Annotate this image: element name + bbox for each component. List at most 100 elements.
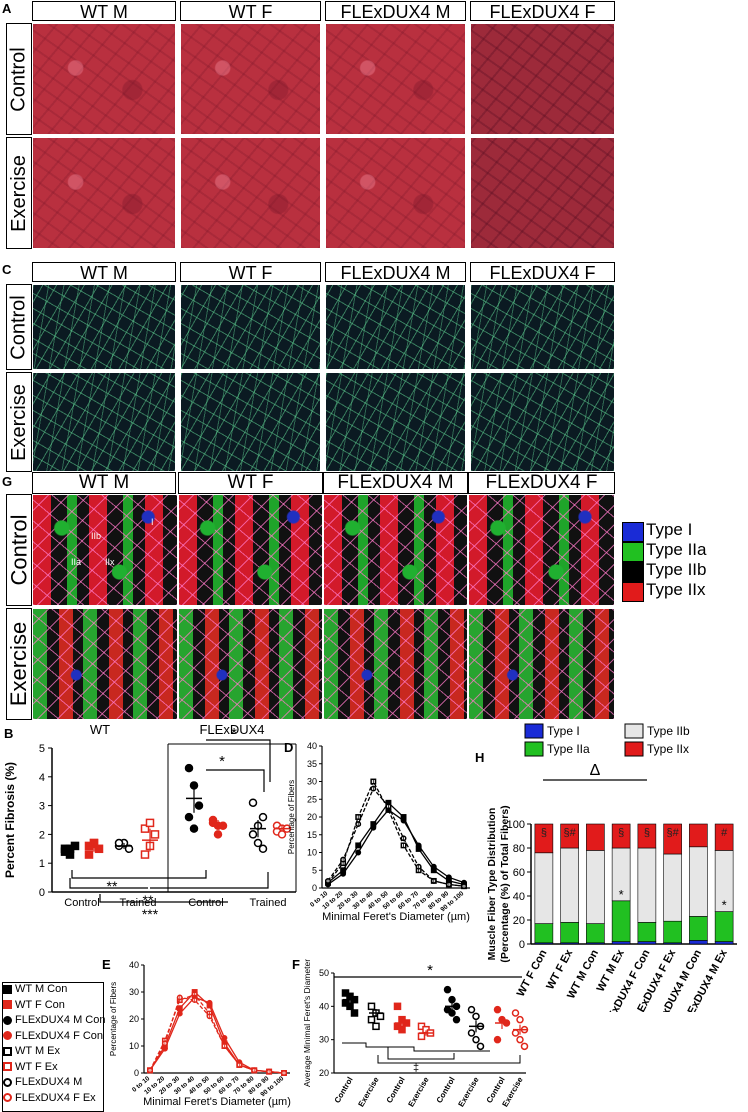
h-bar-segment [586, 823, 605, 851]
b-point [184, 763, 194, 773]
h-bar-star: * [619, 887, 624, 902]
E-series-line [149, 996, 285, 1074]
E-y-tick-label: 10 [129, 1041, 139, 1051]
col-header-g-2: WT F [178, 472, 323, 494]
f-point [472, 1012, 480, 1021]
h-legend-label: Type IIb [647, 724, 690, 738]
b-sig-bracket-4 [69, 872, 269, 889]
f-sig-bracket-2 [377, 1055, 521, 1064]
b-point [258, 812, 268, 822]
D-y-tick-label: 5 [312, 865, 317, 875]
fiber-legend-label-type-iia: Type IIa [646, 540, 707, 559]
laminin-image-wtf-control [180, 284, 321, 370]
col-header-g-3: FLExDUX4 M [323, 472, 468, 494]
fiber-label-i: I [151, 517, 154, 527]
h-bar-segment [560, 922, 579, 944]
f-y-tick-label: 20 [319, 1068, 329, 1078]
D-y-axis-label: Percentage of Fibers [287, 780, 296, 854]
h-y-axis-label-line1: Muscle Fiber Type Distribution [486, 808, 498, 961]
trichrome-image-flexf-control [470, 23, 615, 135]
col-header-c-1: WT M [32, 262, 176, 283]
series-legend-label: WT M Ex [15, 1045, 61, 1057]
f-point [493, 1035, 502, 1044]
E-y-tick-label: 20 [129, 1014, 139, 1024]
series-legend-label: WT M Con [15, 983, 68, 995]
fibertype-image-flexm-control [323, 494, 468, 606]
h-bar-star: * [722, 898, 727, 913]
h-legend-swatch [624, 741, 644, 757]
trichrome-image-wtm-exercise [32, 137, 176, 249]
E-series-line [149, 996, 285, 1074]
f-point [393, 1002, 402, 1011]
panel-letter-e: E [102, 957, 111, 972]
b-y-tick-label: 2 [39, 829, 45, 841]
b-point [248, 830, 258, 839]
f-point [467, 1029, 476, 1037]
h-legend-label: Type IIx [647, 742, 689, 756]
f-x-category-label: Control [385, 1076, 407, 1105]
h-bar-segment [611, 900, 631, 942]
f-point [516, 1015, 524, 1024]
series-legend: WT M Con WT F Con FLExDUX4 M Con FLExDUX4 F… [2, 982, 105, 1112]
f-point [448, 1009, 456, 1017]
row-label-g-control: Control [6, 494, 32, 606]
fiber-legend-swatch-type-i [622, 522, 644, 542]
D-y-tick-label: 35 [307, 759, 317, 769]
fibertype-image-flexf-exercise [468, 608, 615, 720]
f-point [472, 1035, 480, 1044]
h-bar-annotation: # [721, 827, 728, 839]
h-bar-segment [560, 823, 579, 849]
D-series-line [327, 787, 465, 887]
panel-letter-g: G [2, 474, 13, 489]
E-y-tick-label: 30 [129, 987, 139, 997]
fiber-legend-label-type-i: Type I [646, 520, 693, 539]
row-label-a-control-text: Control [7, 46, 30, 112]
h-bar-segment [714, 911, 734, 942]
b-x-category-label: Trained [120, 897, 157, 909]
b-point [218, 821, 228, 831]
series-legend-marker-icon [3, 1015, 12, 1025]
b-sig-star-5: *** [142, 906, 159, 922]
trichrome-image-wtf-exercise [180, 137, 321, 249]
b-group-label-wt: WT [90, 722, 110, 737]
b-point [150, 830, 160, 839]
f-x-category-label: Exercise [406, 1075, 431, 1108]
f-point [493, 1005, 502, 1014]
h-bar-annotation: § [644, 827, 650, 839]
b-sig-bracket-3 [71, 870, 207, 879]
h-bar-annotation: § [541, 827, 547, 839]
series-legend-marker-icon [3, 1000, 12, 1009]
f-x-category-label: Control [333, 1076, 355, 1105]
fibertype-image-wtm-control: I IIb IIa IIx [32, 494, 178, 606]
h-y-tick-label: 80 [513, 843, 525, 855]
b-point [84, 850, 94, 859]
h-bar-segment [689, 846, 708, 917]
h-bar-segment [586, 923, 605, 944]
row-label-a-exercise: Exercise [6, 137, 32, 249]
panel-letter-f: F [292, 957, 300, 972]
f-point [467, 1005, 476, 1014]
series-legend-item: FLExDUX4 M Con [3, 1014, 105, 1026]
h-legend-swatch [524, 723, 544, 739]
h-bar-segment [586, 850, 605, 924]
b-sig-bracket-2 [206, 769, 265, 792]
b-y-tick-label: 1 [39, 858, 45, 870]
trichrome-image-flexf-exercise [470, 137, 615, 249]
b-sig-bracket-1 [206, 739, 271, 782]
col-header-a-1: WT M [32, 1, 176, 22]
E-y-axis-label: Percentage of Fibers [109, 982, 118, 1056]
f-sig-dagger: ‡ [413, 1062, 419, 1074]
col-header-a-4: FLExDUX4 F [470, 1, 615, 22]
row-label-g-exercise: Exercise [6, 608, 32, 720]
h-bar-segment [534, 852, 554, 924]
fiber-legend-swatch-type-iia [622, 542, 644, 562]
f-point [452, 1015, 461, 1024]
h-delta-symbol: Δ [590, 762, 601, 779]
f-point [367, 1002, 376, 1011]
h-y-tick-label: 20 [513, 915, 525, 927]
b-point [140, 824, 150, 833]
chart-b: B 0 1 2 3 4 5 Percent Fibrosis (%) WT FLExDUX4 Con… [3, 722, 297, 922]
series-legend-marker-icon [3, 1062, 12, 1071]
b-y-tick-label: 5 [39, 743, 45, 755]
col-header-c-3: FLExDUX4 M [325, 262, 466, 283]
